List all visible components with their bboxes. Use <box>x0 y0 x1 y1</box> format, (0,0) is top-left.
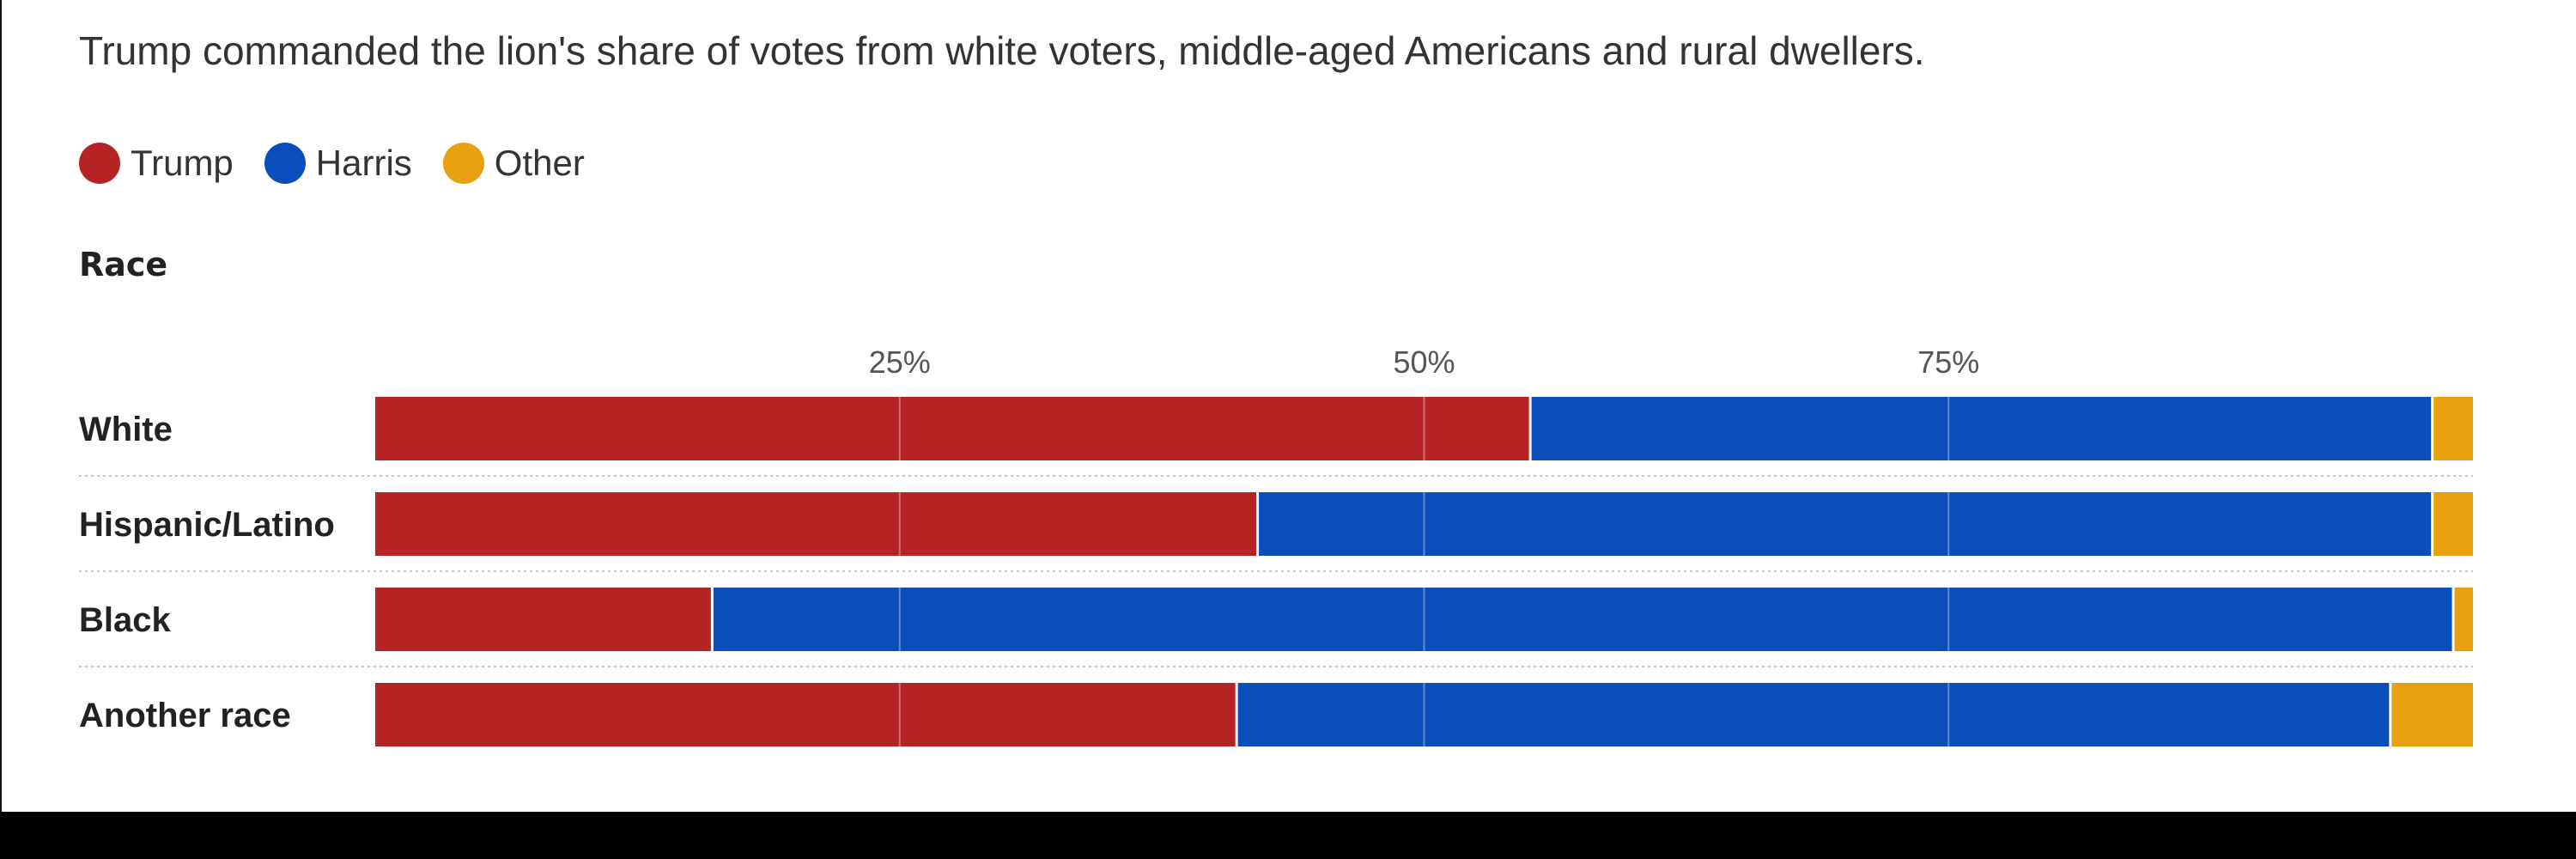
tick-label-25: 25% <box>869 344 931 380</box>
bar-another-race-harris <box>1237 683 2390 746</box>
bar-hispanic-latino-harris <box>1259 492 2432 556</box>
bar-black-other <box>2454 588 2473 651</box>
tick-label-50: 50% <box>1393 344 1455 380</box>
section-title: Race <box>79 246 168 283</box>
legend-swatch-harris <box>264 143 306 184</box>
legend-swatch-trump <box>79 143 120 184</box>
legend: Trump Harris Other <box>79 139 616 187</box>
bar-white-harris <box>1531 397 2432 460</box>
legend-label-harris: Harris <box>315 143 412 183</box>
bar-white-other <box>2433 397 2473 460</box>
bar-black-trump <box>375 588 711 651</box>
tick-label-75: 75% <box>1917 344 1979 380</box>
legend-item-other: Other <box>442 143 585 184</box>
row-label-black: Black <box>79 601 171 639</box>
chart-card: Trump commanded the lion's share of vote… <box>0 0 2576 812</box>
bar-another-race-other <box>2391 683 2473 746</box>
bar-black-harris <box>713 588 2452 651</box>
legend-swatch-other <box>442 143 484 184</box>
bar-white-trump <box>375 397 1529 460</box>
bar-another-race-trump <box>375 683 1236 746</box>
row-label-hispanic-latino: Hispanic/Latino <box>79 506 335 544</box>
bar-hispanic-latino-other <box>2433 492 2473 556</box>
chart-subtitle: Trump commanded the lion's share of vote… <box>79 28 1925 73</box>
row-label-another-race: Another race <box>79 697 291 734</box>
stacked-bar-chart: 25% 50% 75% White Hispanic/Latino Black Anothe… <box>79 344 2473 749</box>
legend-label-trump: Trump <box>131 143 234 183</box>
legend-label-other: Other <box>494 143 585 183</box>
bar-hispanic-latino-trump <box>375 492 1257 556</box>
legend-item-harris: Harris <box>264 143 412 184</box>
legend-item-trump: Trump <box>79 143 234 184</box>
row-label-white: White <box>79 411 173 448</box>
